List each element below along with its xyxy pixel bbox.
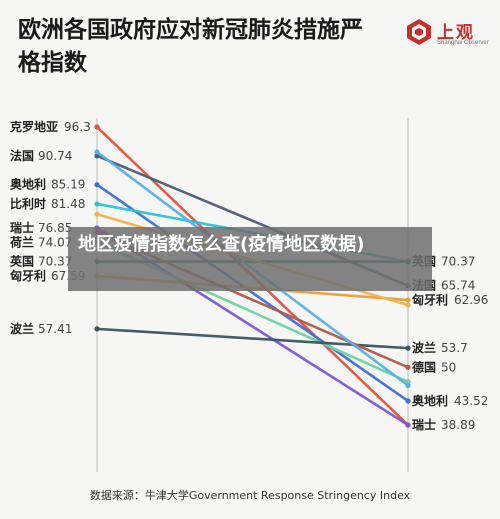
- right-label-name-4: 德国: [412, 359, 436, 374]
- series-start-point-10: [94, 149, 100, 155]
- left-label-value-2: 85.19: [51, 178, 85, 192]
- series-start-point-1: [94, 153, 100, 159]
- series-start-point-3: [94, 201, 100, 207]
- right-label-name-2: 匈牙利: [411, 292, 448, 307]
- source-note: 数据来源：牛津大学Government Response Stringency …: [89, 489, 411, 502]
- right-label-name-5: 奥地利: [412, 393, 448, 408]
- right-label-name-3: 波兰: [412, 340, 436, 355]
- left-label-value-6: 70.37: [38, 255, 72, 269]
- series-end-point-10: [405, 382, 411, 389]
- chart-title: 欧洲各国政府应对新冠肺炎措施严格指数: [18, 17, 363, 76]
- left-label-name-1: 法国: [10, 148, 34, 163]
- series-start-point-0: [94, 124, 100, 130]
- left-label-value-8: 57.41: [38, 322, 72, 336]
- series-start-point-2: [94, 182, 100, 188]
- left-label-name-6: 英国: [10, 254, 34, 269]
- series-end-point-4: [405, 422, 411, 428]
- series-end-point-9: [405, 364, 411, 370]
- left-label-name-0: 克罗地亚: [10, 119, 58, 134]
- right-label-value-2: 62.96: [454, 293, 488, 307]
- left-label-name-7: 匈牙利: [9, 268, 46, 283]
- left-label-name-3: 比利时: [10, 196, 46, 211]
- series-start-point-11: [94, 211, 100, 217]
- logo-mark-icon: [407, 19, 431, 45]
- logo-name: 上观: [437, 23, 475, 43]
- series-end-point-8: [405, 345, 411, 351]
- right-label-value-5: 43.52: [454, 394, 488, 408]
- overlay-caption: 地区疫情指数怎么查(疫情地区数据): [78, 234, 365, 255]
- left-label-name-5: 荷兰: [9, 234, 34, 249]
- left-label-name-2: 奥地利: [10, 177, 46, 192]
- right-label-value-6: 38.89: [441, 418, 475, 432]
- series-end-point-7: [405, 297, 411, 303]
- logo-subtitle: Shanghai Observer: [437, 40, 489, 46]
- overlay-banner: [68, 227, 432, 291]
- series-end-point-2: [405, 398, 411, 404]
- left-label-value-3: 81.48: [51, 197, 85, 211]
- right-label-name-6: 瑞士: [412, 417, 436, 432]
- series-line-8: [95, 327, 410, 350]
- right-label-value-3: 53.7: [441, 341, 468, 355]
- right-label-value-4: 50: [441, 360, 456, 374]
- left-label-value-4: 76.85: [38, 221, 72, 235]
- left-label-name-4: 瑞士: [10, 220, 34, 235]
- brand-logo: 上观 Shanghai Observer: [405, 18, 495, 52]
- left-label-value-1: 90.74: [38, 149, 72, 163]
- left-label-name-8: 波兰: [10, 321, 34, 336]
- left-label-value-0: 96.3: [64, 120, 91, 134]
- series-line-2: [95, 183, 410, 403]
- right-label-value-0: 70.37: [441, 255, 475, 269]
- series-end-point-11: [405, 302, 411, 308]
- right-label-value-1: 65.74: [441, 279, 475, 293]
- series-start-point-8: [94, 326, 100, 332]
- left-label-value-5: 74.07: [38, 235, 72, 249]
